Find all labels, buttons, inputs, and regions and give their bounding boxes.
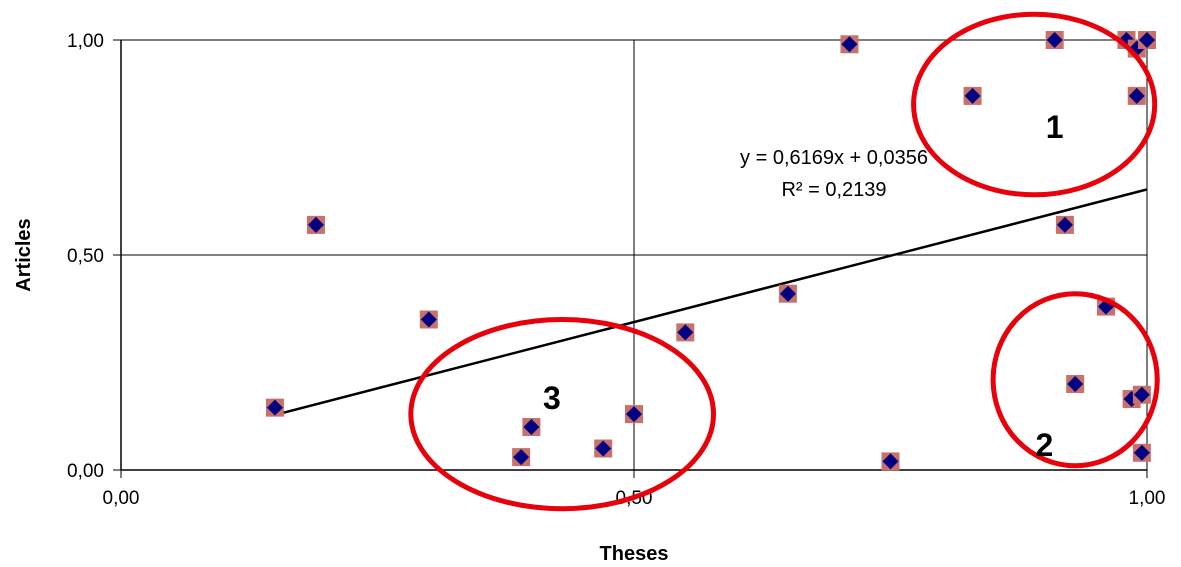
- data-point: [1055, 215, 1074, 234]
- data-point-diamond: [1133, 444, 1150, 461]
- cluster-label-2: 2: [1036, 427, 1054, 463]
- data-point: [676, 323, 695, 342]
- data-point-diamond: [513, 449, 530, 466]
- cluster-label-3: 3: [543, 380, 561, 416]
- x-tick-label-2: 1,00: [1129, 488, 1166, 509]
- y-tick-label-1: 0,50: [67, 246, 104, 267]
- data-point: [306, 215, 325, 234]
- data-point-diamond: [1128, 87, 1145, 104]
- cluster-ellipse-1: [911, 11, 1158, 198]
- data-point: [625, 405, 643, 424]
- data-point-diamond: [882, 453, 899, 470]
- data-point-diamond: [964, 87, 981, 104]
- x-axis-title: Theses: [600, 543, 669, 565]
- trendline-equation: y = 0,6169x + 0,0356: [740, 147, 928, 169]
- data-point-diamond: [626, 406, 642, 423]
- data-point: [1045, 31, 1064, 49]
- data-point: [1066, 375, 1085, 393]
- data-point-diamond: [1133, 386, 1150, 403]
- data-point: [512, 448, 531, 467]
- data-point-diamond: [1139, 32, 1155, 48]
- data-points: [265, 31, 1156, 471]
- y-axis-title: Articles: [13, 218, 35, 291]
- data-point-diamond: [779, 285, 796, 302]
- trendline: [274, 188, 1148, 417]
- data-point: [881, 452, 900, 471]
- y-tick-label-0: 0,00: [67, 461, 104, 482]
- data-point-diamond: [595, 440, 612, 457]
- data-point-diamond: [1046, 32, 1063, 48]
- cluster-label-1: 1: [1046, 109, 1064, 145]
- data-point-diamond: [523, 419, 540, 435]
- data-point: [1132, 385, 1151, 404]
- data-point: [1132, 443, 1151, 462]
- data-point-diamond: [1056, 216, 1073, 233]
- data-point: [840, 35, 859, 54]
- data-point-diamond: [677, 324, 694, 341]
- data-point-diamond: [1067, 376, 1084, 392]
- x-tick-label-0: 0,00: [103, 488, 140, 509]
- data-point-diamond: [841, 36, 858, 53]
- data-point: [265, 398, 284, 417]
- data-point: [419, 310, 438, 329]
- data-point: [963, 86, 982, 105]
- data-point: [1138, 31, 1156, 49]
- data-point: [778, 284, 797, 303]
- cluster-annotations: 1 2 3: [408, 11, 1160, 512]
- cluster-ellipse-3: [408, 317, 717, 512]
- data-point-diamond: [307, 216, 324, 233]
- data-point-diamond: [266, 399, 283, 416]
- data-point: [522, 418, 541, 436]
- y-tick-label-2: 1,00: [67, 31, 104, 52]
- data-point-diamond: [420, 311, 437, 328]
- data-point: [594, 439, 613, 458]
- trendline-r-squared: R² = 0,2139: [781, 179, 886, 201]
- cluster-ellipse-2: [990, 291, 1160, 469]
- data-point: [1127, 86, 1146, 105]
